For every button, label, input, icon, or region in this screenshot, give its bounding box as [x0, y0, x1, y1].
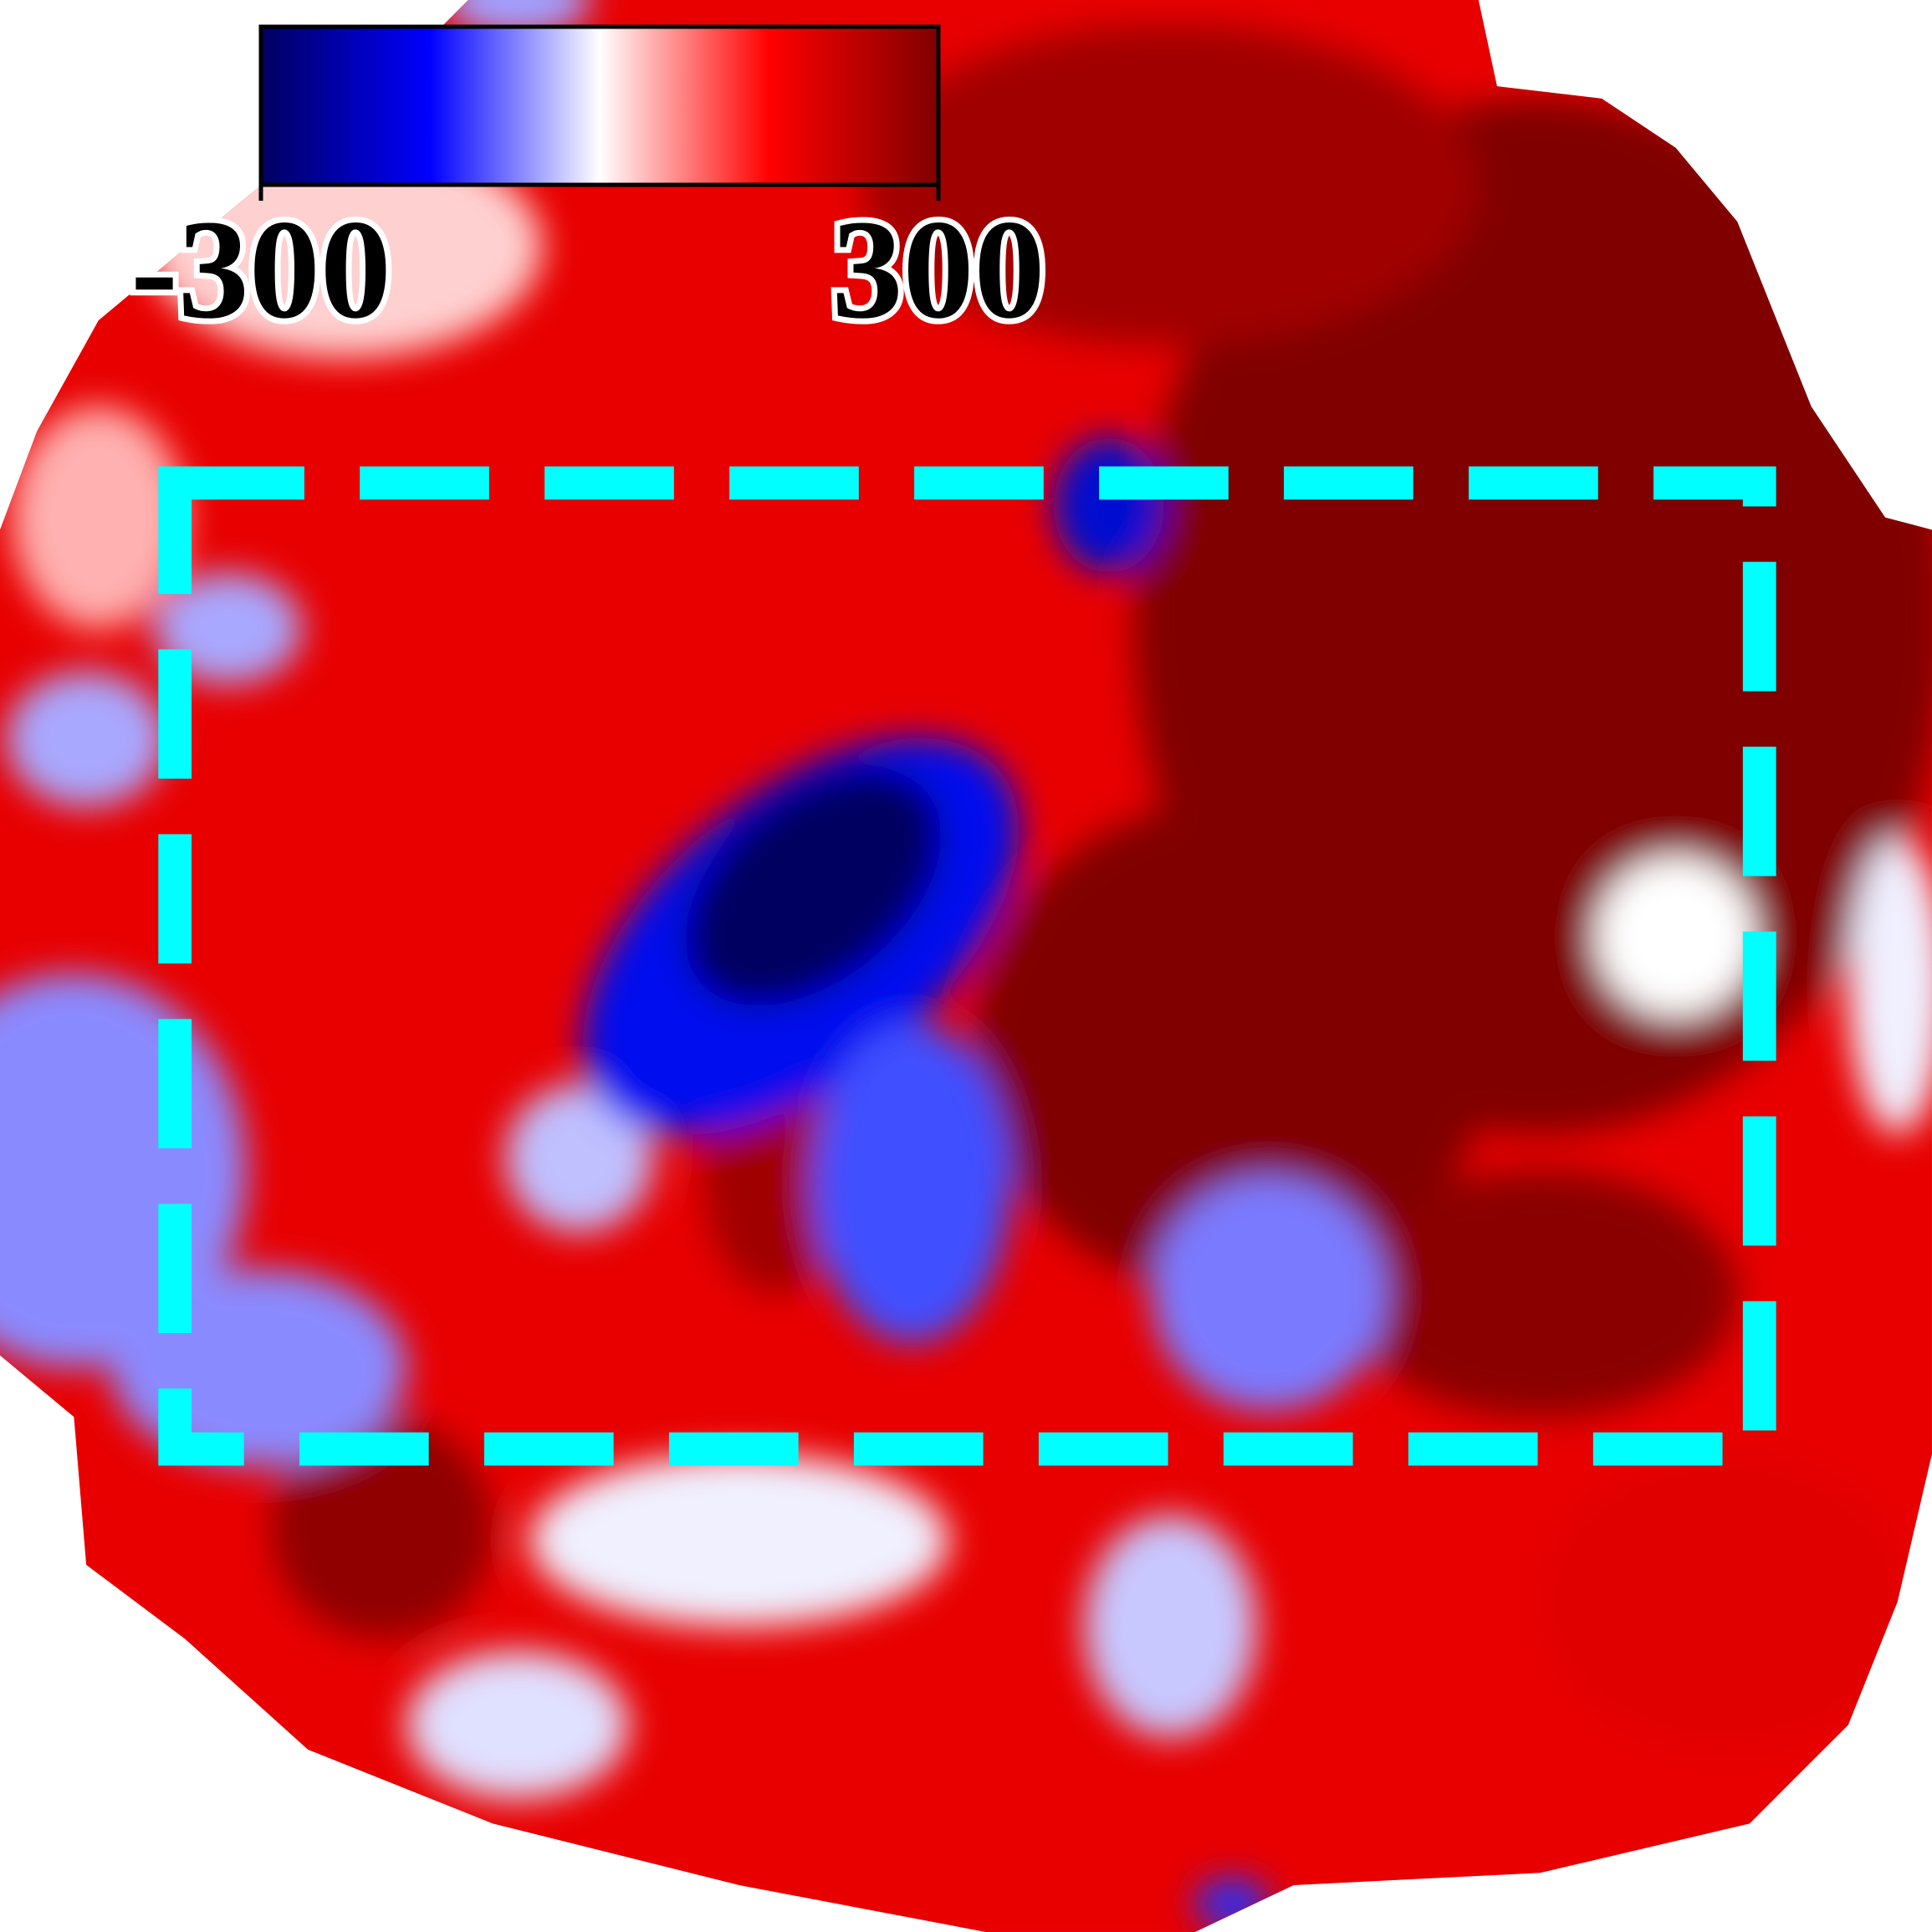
colorbar-label: 300	[832, 191, 1045, 348]
region-box	[158, 466, 1776, 1466]
colorbar-label: -300	[130, 191, 391, 348]
colorbar	[258, 24, 941, 187]
